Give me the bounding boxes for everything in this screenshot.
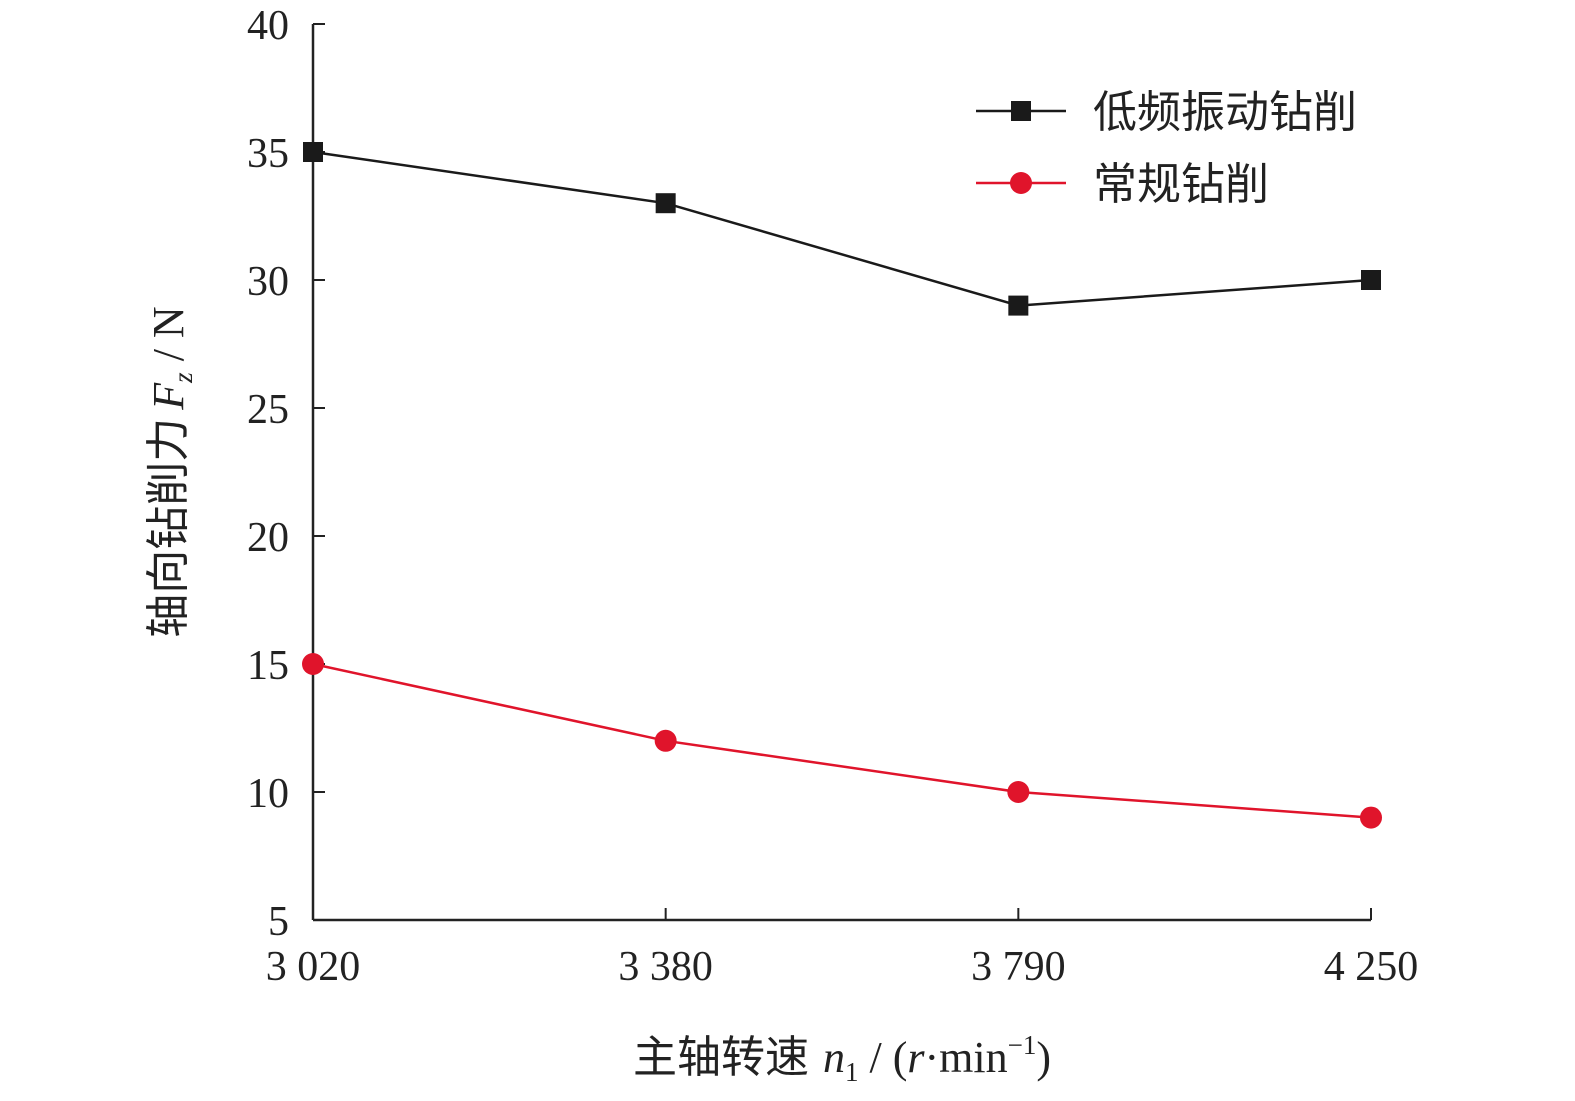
data-point-circle [1360,806,1382,829]
legend-label-conventional-drilling: 常规钻削 [1093,159,1269,210]
series-0 [303,142,1381,316]
series-line [312,662,1372,819]
legend-item-conventional-drilling: 常规钻削 [976,159,1269,210]
data-point-square [1361,270,1381,290]
x-axis-label-cjk: 主轴转速 [633,1032,809,1083]
x-tick-label: 3 790 [971,944,1066,990]
data-point-circle [1007,781,1030,803]
x-ticks: 3 020 3 380 3 790 4 250 [266,908,1419,990]
y-axis-label-unit: / N [144,306,193,372]
y-axis-label-symbol: F [144,382,193,411]
data-point-circle [302,653,324,675]
y-ticks: 5 10 15 20 25 30 35 40 [247,3,325,945]
x-axis-label-symbol: n [823,1033,845,1082]
legend-item-low-frequency-vibration: 低频振动钻削 [976,87,1357,138]
y-axis-label-cjk: 轴向钻削力 [143,418,194,638]
legend-circle-marker-icon [1010,172,1032,194]
data-point-square [1008,295,1029,316]
legend: 低频振动钻削 常规钻削 [976,87,1357,210]
y-tick-label: 35 [247,131,289,177]
y-tick-label: 25 [247,387,289,433]
x-axis-label-unit-symbol: r [907,1033,925,1082]
y-tick-label: 5 [268,899,289,945]
x-tick-label: 3 020 [266,944,361,990]
y-tick-label: 15 [247,643,289,689]
data-point-square [303,142,323,162]
series-1 [302,653,1382,829]
x-axis-label-unit-close: ) [1036,1033,1051,1082]
plot-series [302,142,1382,829]
axes [311,24,1371,922]
x-tick-label: 4 250 [1324,944,1419,990]
data-point-circle [654,729,677,752]
x-axis-label-subscript: 1 [845,1057,859,1087]
y-tick-label: 10 [247,771,289,817]
legend-label-low-frequency-vibration: 低频振动钻削 [1093,87,1357,138]
y-tick-label: 40 [247,3,289,49]
y-tick-label: 30 [247,259,289,305]
legend-square-marker-icon [1011,101,1031,121]
x-axis-label-unit-open: / ( [858,1033,907,1082]
x-tick-label: 3 380 [618,944,713,990]
x-axis-label-unit-mid: ·min [925,1033,1008,1082]
y-axis-label: 轴向钻削力 Fz / N [143,306,198,637]
x-axis-label-superscript: −1 [1008,1030,1037,1060]
y-axis-label-subscript: z [168,372,198,384]
series-line [312,150,1372,307]
y-tick-label: 20 [247,515,289,561]
x-axis-label: 主轴转速 n1 / (r·min−1) [633,1030,1051,1087]
data-point-square [655,193,676,214]
